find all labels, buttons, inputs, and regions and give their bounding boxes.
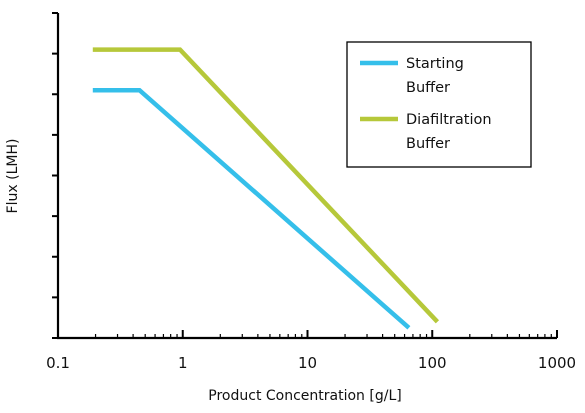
x-axis-ticks (57, 330, 558, 338)
y-axis-title: Flux (LMH) (5, 139, 21, 214)
series-line-starting-buffer (92, 87, 411, 330)
x-axis-tick-labels: 0.1 1 10 100 1000 (46, 354, 576, 372)
x-tick-label: 1 (178, 354, 188, 372)
series-lines (92, 47, 440, 330)
legend-label-diafiltration-buffer-line1: Diafiltration (406, 112, 492, 128)
x-axis-title: Product Concentration [g/L] (208, 388, 401, 404)
legend-label-diafiltration-buffer-line2: Buffer (406, 136, 450, 152)
x-tick-label: 0.1 (46, 354, 70, 372)
x-tick-label: 100 (418, 354, 447, 372)
series-line-diafiltration-buffer (92, 47, 440, 324)
legend-label-starting-buffer-line1: Starting (406, 56, 464, 72)
x-tick-label: 1000 (538, 354, 576, 372)
legend: Starting Buffer Diafiltration Buffer (346, 41, 532, 168)
y-axis-ticks (52, 12, 58, 339)
legend-label-starting-buffer-line2: Buffer (406, 80, 450, 96)
x-tick-label: 10 (298, 354, 317, 372)
